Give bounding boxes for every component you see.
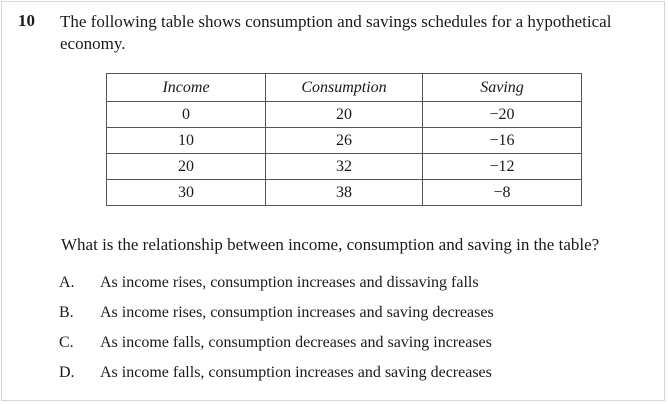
option-d[interactable]: D. As income falls, consumption increase… <box>59 364 494 394</box>
header-income: Income <box>106 73 266 102</box>
answer-options: A. As income rises, consumption increase… <box>59 274 494 394</box>
table-row: 10 26 −16 <box>106 127 582 154</box>
table-row: 20 32 −12 <box>106 153 582 180</box>
cell-consumption: 20 <box>265 101 423 128</box>
schedule-table: Income Consumption Saving 0 20 −20 10 26… <box>106 73 582 206</box>
cell-saving: −12 <box>422 153 582 180</box>
option-a[interactable]: A. As income rises, consumption increase… <box>59 274 494 304</box>
option-letter: B. <box>59 304 74 321</box>
table-row: 30 38 −8 <box>106 179 582 206</box>
cell-income: 0 <box>106 101 266 128</box>
cell-income: 30 <box>106 179 266 206</box>
question-number: 10 <box>18 11 35 30</box>
header-consumption: Consumption <box>265 73 423 102</box>
option-b[interactable]: B. As income rises, consumption increase… <box>59 304 494 334</box>
table-row: 0 20 −20 <box>106 101 582 128</box>
cell-saving: −16 <box>422 127 582 154</box>
option-letter: A. <box>59 274 75 291</box>
cell-saving: −20 <box>422 101 582 128</box>
header-saving: Saving <box>422 73 582 102</box>
option-c[interactable]: C. As income falls, consumption decrease… <box>59 334 494 364</box>
table-header-row: Income Consumption Saving <box>106 73 582 102</box>
question-text: The following table shows consumption an… <box>60 12 612 53</box>
cell-consumption: 32 <box>265 153 423 180</box>
cell-consumption: 26 <box>265 127 423 154</box>
option-letter: D. <box>59 364 75 381</box>
cell-saving: −8 <box>422 179 582 206</box>
option-letter: C. <box>59 334 74 351</box>
cell-income: 20 <box>106 153 266 180</box>
question-prompt: What is the relationship between income,… <box>61 235 600 254</box>
option-text: As income falls, consumption increases a… <box>100 364 492 381</box>
option-text: As income rises, consumption increases a… <box>100 304 494 321</box>
option-text: As income falls, consumption decreases a… <box>100 334 492 351</box>
cell-income: 10 <box>106 127 266 154</box>
cell-consumption: 38 <box>265 179 423 206</box>
option-text: As income rises, consumption increases a… <box>100 274 479 291</box>
